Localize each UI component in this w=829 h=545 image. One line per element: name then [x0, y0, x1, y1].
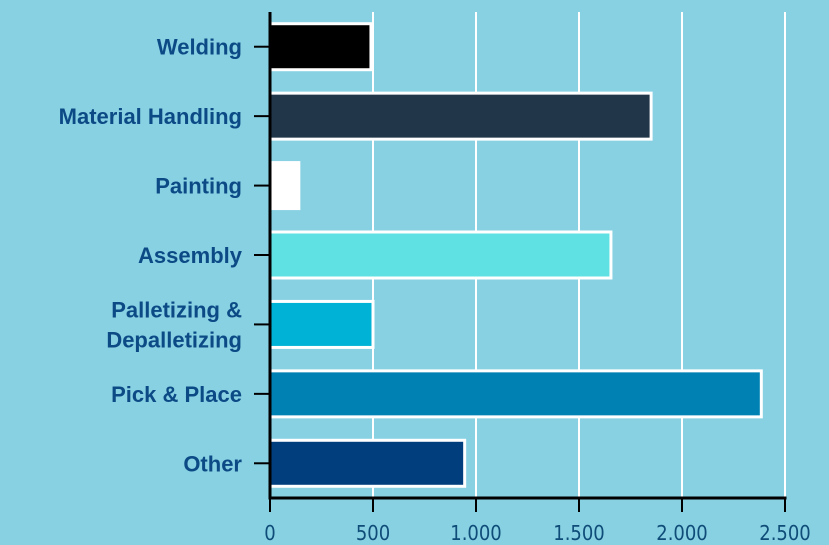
category-label-1: Material Handling	[59, 104, 242, 129]
x-tick-label-3: 1.500	[553, 521, 605, 545]
bar-0	[268, 22, 373, 72]
x-tick-label-5: 2.500	[759, 521, 811, 545]
category-labels: Welding Material Handling Painting Assembly…	[59, 35, 243, 477]
bar-2	[268, 161, 301, 211]
category-label-0: Welding	[157, 35, 242, 60]
x-tick-label-4: 2.000	[656, 521, 708, 545]
category-label-5: Pick & Place	[111, 382, 242, 407]
category-label-6: Other	[183, 451, 242, 476]
category-label-2: Painting	[155, 174, 242, 199]
category-label-3: Assembly	[138, 243, 243, 268]
x-tick-label-0: 0	[264, 521, 275, 545]
category-label-4: Palletizing & Depalletizing	[106, 297, 242, 352]
bar-5	[268, 369, 763, 419]
axes	[254, 12, 787, 512]
x-tick-label-1: 500	[356, 521, 390, 545]
bar-3	[268, 230, 613, 280]
x-tick-label-2: 1.000	[450, 521, 502, 545]
bar-4	[268, 299, 375, 349]
tick-labels: 0 500 1.000 1.500 2.000 2.500	[264, 521, 810, 545]
bars	[268, 22, 763, 488]
bar-6	[268, 438, 467, 488]
bar-1	[268, 91, 653, 141]
